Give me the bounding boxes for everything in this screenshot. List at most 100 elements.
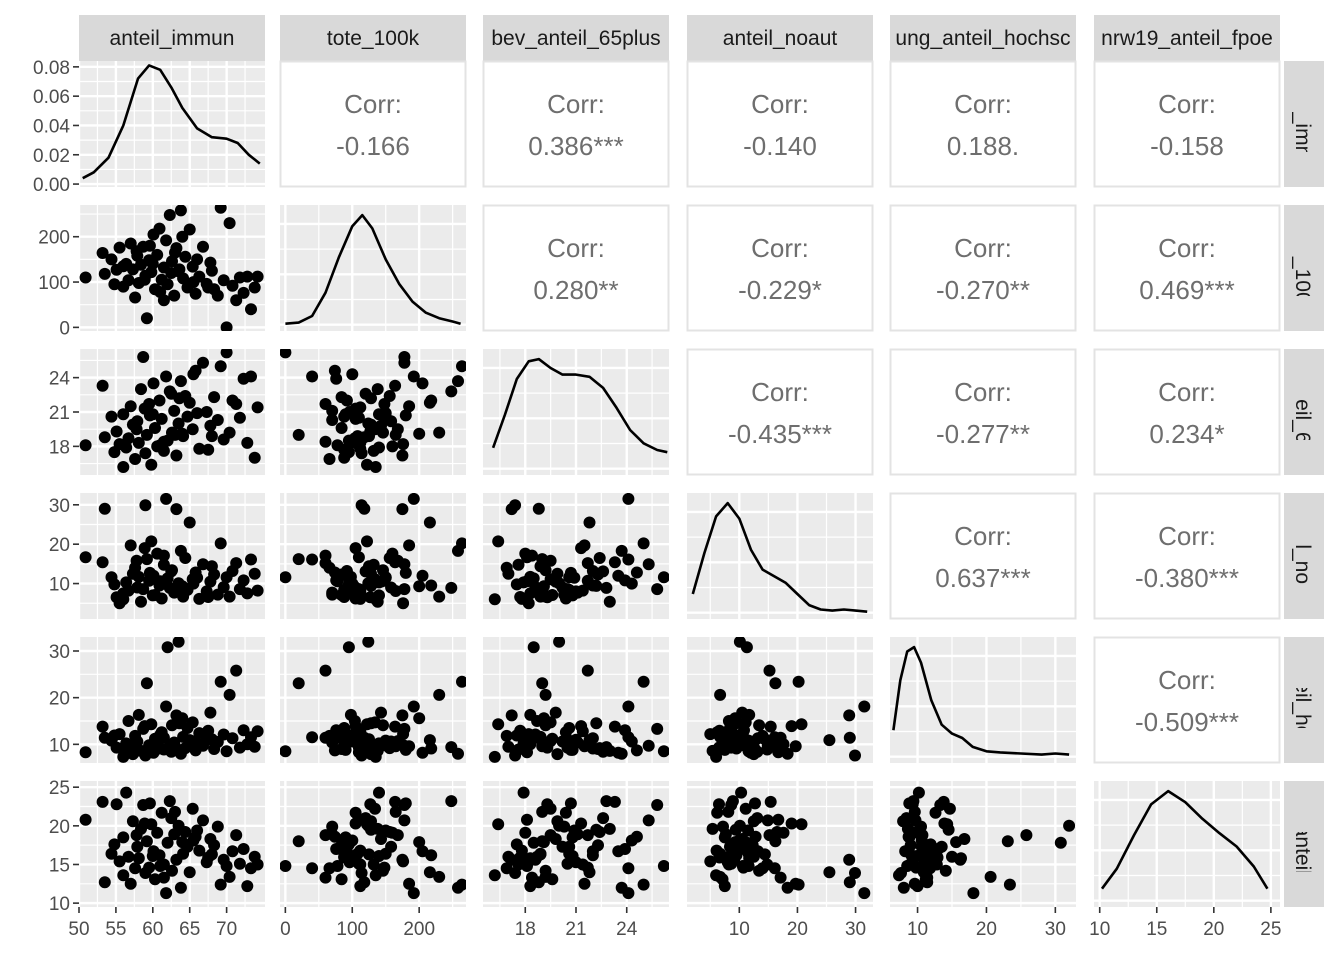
scatter-point	[349, 817, 362, 830]
y-tick-label: 20	[49, 535, 70, 556]
panel-r6-c2	[280, 781, 466, 907]
x-tick-label: 10	[729, 919, 750, 940]
x-tick-label: 10	[907, 919, 928, 940]
correlation-panel-background	[889, 60, 1077, 188]
scatter-point	[365, 823, 377, 836]
gridlines	[483, 349, 669, 475]
scatter-point	[630, 744, 643, 757]
scatter-point	[220, 860, 233, 872]
scatter-point	[331, 860, 344, 872]
correlation-panel-background	[1093, 204, 1281, 332]
scatter-point	[651, 583, 664, 596]
scatter-point	[319, 664, 332, 677]
scatter-point	[113, 855, 126, 868]
scatter-point	[172, 637, 185, 648]
scatter-points	[280, 786, 466, 900]
panel-r4-c5: Corr: 0.637***	[889, 492, 1077, 620]
scatter-point	[202, 281, 215, 294]
scatter-point	[758, 733, 771, 746]
scatter-point	[564, 797, 577, 810]
scatter-point	[245, 370, 257, 383]
scatter-point	[505, 503, 518, 516]
scatter-point	[590, 579, 603, 592]
scatter-point	[622, 862, 635, 875]
scatter-point	[903, 797, 916, 810]
y-tick-label: 10	[49, 894, 70, 915]
scatter-point	[205, 430, 218, 443]
scatter-point	[208, 839, 221, 852]
scatter-point	[365, 392, 377, 405]
scatter-point	[549, 706, 562, 719]
scatter-point	[181, 410, 194, 423]
strip-background	[79, 15, 265, 61]
scatter-point	[575, 817, 588, 830]
scatter-point	[230, 398, 243, 410]
scatter-point	[130, 554, 143, 567]
scatter-point	[98, 876, 111, 889]
scatter-point	[183, 223, 196, 236]
scatter-point	[251, 584, 264, 597]
scatter-point	[858, 700, 871, 713]
scatter-point	[352, 411, 365, 424]
scatter-point	[600, 795, 613, 808]
x-tick-label: 20	[976, 919, 997, 940]
density-curve-anteil_immun	[82, 64, 261, 180]
strip-background	[1284, 493, 1324, 619]
y-tick-label: 0.04	[33, 116, 70, 137]
column-strip-label: anteil_noaut	[723, 27, 838, 50]
scatter-point	[197, 814, 209, 827]
scatter-point	[452, 375, 464, 388]
column-strip-bildung_anteil_hochschule: ung_anteil_hochsc	[890, 15, 1076, 61]
scatter-point	[416, 569, 429, 582]
scatter-point	[166, 864, 178, 877]
scatter-point	[108, 729, 121, 742]
scatter-point	[248, 281, 261, 294]
correlation-value: -0.158	[1150, 131, 1224, 161]
scatter-point	[651, 799, 664, 811]
scatter-point	[226, 732, 239, 745]
scatter-point	[135, 383, 147, 396]
scatter-point	[389, 428, 402, 441]
y-tick-label: 0.00	[33, 175, 70, 196]
scatter-point	[517, 786, 530, 799]
scatter-point	[110, 425, 123, 438]
scatter-point	[527, 641, 540, 654]
y-axis-row-4: 10 20 30	[49, 496, 79, 596]
scatter-point	[823, 866, 836, 879]
scatter-point	[230, 829, 243, 842]
scatter-point	[120, 441, 133, 454]
scatter-point	[749, 743, 761, 756]
scatter-point	[223, 870, 236, 883]
scatter-point	[208, 391, 221, 404]
scatter-point	[220, 349, 233, 359]
scatter-point	[919, 848, 932, 861]
panel-r3-c3	[483, 349, 669, 475]
scatter-point	[642, 558, 655, 571]
scatter-point	[342, 641, 355, 654]
scatter-point	[581, 829, 594, 842]
scatter-point	[849, 867, 861, 879]
scatter-point	[160, 493, 173, 505]
x-tick-label: 20	[787, 919, 808, 940]
scatter-point	[214, 360, 227, 373]
y-tick-label: 18	[49, 437, 70, 458]
scatter-point	[564, 566, 577, 579]
scatter-point	[151, 826, 164, 839]
scatter-point	[120, 786, 133, 799]
scatter-point	[174, 205, 187, 217]
scatter-point	[904, 839, 917, 852]
column-strip-label: anteil_immun	[110, 27, 235, 50]
scatter-point	[761, 814, 774, 827]
panel-r2-c2	[280, 205, 466, 331]
scatter-point	[245, 303, 257, 316]
scatter-point	[576, 584, 589, 597]
panel-r3-c5: Corr: -0.277**	[889, 348, 1077, 476]
correlation-label: Corr:	[954, 521, 1012, 551]
scatter-point	[526, 549, 538, 562]
scatter-point	[202, 724, 215, 737]
scatter-point	[758, 848, 771, 861]
correlation-panel-background	[686, 204, 874, 332]
scatter-point	[346, 577, 359, 590]
scatter-point	[352, 551, 365, 564]
scatter-points	[79, 493, 264, 610]
